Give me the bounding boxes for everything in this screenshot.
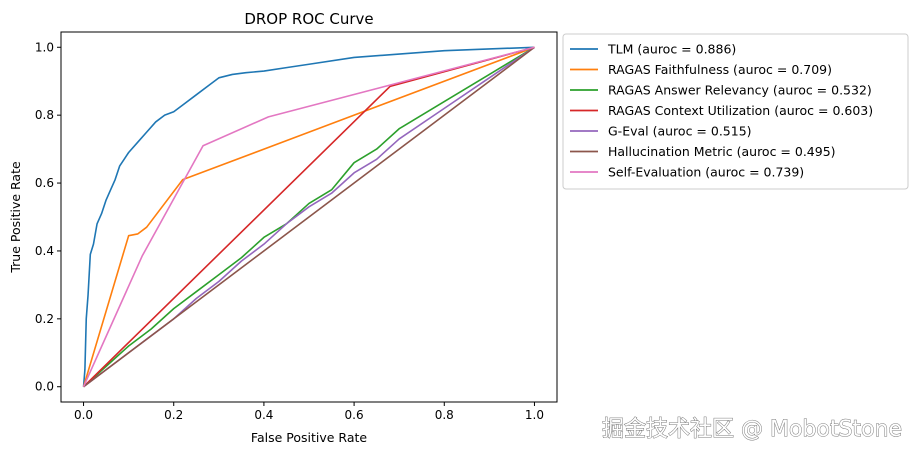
series-line-5 (83, 46, 535, 388)
y-tick-label: 0.4 (35, 244, 54, 258)
legend-label-0: TLM (auroc = 0.886) (607, 42, 736, 57)
y-tick-label: 0.8 (35, 108, 54, 122)
legend-label-1: RAGAS Faithfulness (auroc = 0.709) (608, 62, 832, 77)
y-tick-label: 0.6 (35, 176, 54, 190)
legend-label-4: G-Eval (auroc = 0.515) (608, 124, 752, 139)
legend-label-5: Hallucination Metric (auroc = 0.495) (608, 144, 836, 159)
series-line-2 (83, 46, 535, 388)
x-tick-label: 0.0 (74, 408, 93, 422)
x-tick-label: 0.4 (254, 408, 273, 422)
plot-area (82, 46, 535, 388)
legend-label-3: RAGAS Context Utilization (auroc = 0.603… (608, 103, 873, 118)
legend: TLM (auroc = 0.886) RAGAS Faithfulness (a… (562, 33, 909, 190)
axes-frame (60, 31, 558, 403)
y-tick-label: 0.2 (35, 312, 54, 326)
series-line-0 (82, 46, 535, 387)
x-tick-label: 0.6 (345, 408, 364, 422)
y-axis-label: True Positive Rate (8, 161, 23, 274)
legend-label-6: Self-Evaluation (auroc = 0.739) (608, 165, 804, 180)
legend-box (562, 33, 909, 190)
series-line-6 (82, 46, 535, 388)
series-line-1 (82, 46, 535, 387)
y-tick-label: 0.0 (35, 380, 54, 394)
watermark: 掘金技术社区 @ MobotStone (602, 417, 902, 442)
legend-label-2: RAGAS Answer Relevancy (auroc = 0.532) (608, 83, 872, 98)
y-tick-label: 1.0 (35, 40, 54, 54)
axis-ticks: 0.0 0.2 0.4 0.6 0.8 1.0 0.0 0.2 0.4 0.6 0.8 1.0 (35, 40, 544, 422)
x-tick-label: 1.0 (525, 408, 544, 422)
chart-title: DROP ROC Curve (244, 10, 373, 28)
x-tick-label: 0.2 (164, 408, 183, 422)
x-axis-label: False Positive Rate (251, 430, 367, 445)
x-tick-label: 0.8 (435, 408, 454, 422)
